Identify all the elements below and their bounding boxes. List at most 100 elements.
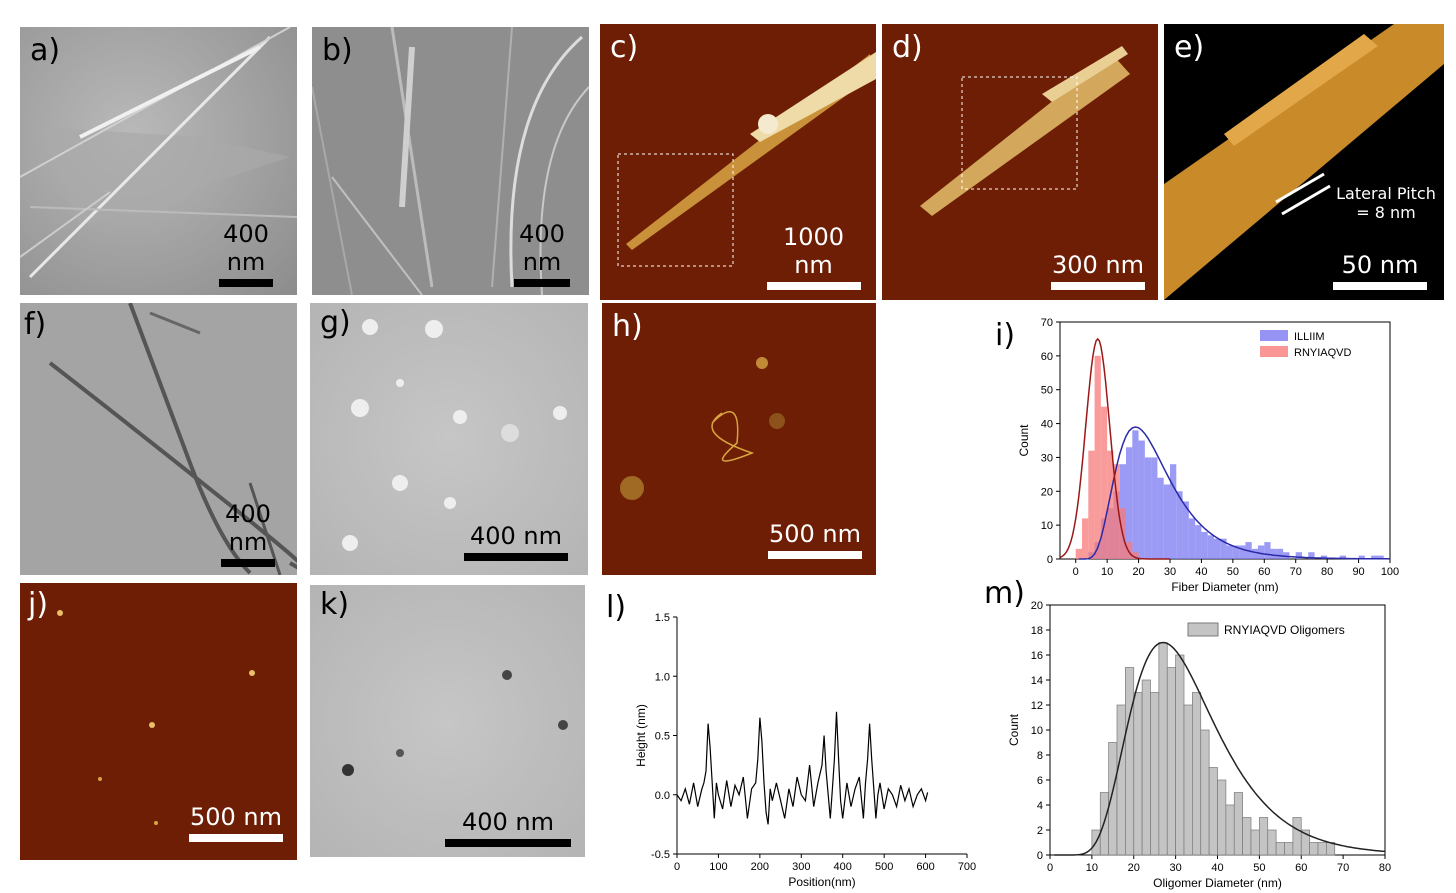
panel-f-label: f)	[24, 307, 47, 342]
panel-b-scale-bar: 400 nm	[499, 220, 585, 287]
chart-i-bar-illiim	[1126, 447, 1133, 559]
chart-m-y-tick-label: 6	[1037, 775, 1043, 787]
chart-i-y-tick-label: 60	[1041, 351, 1053, 363]
panel-d-afm-image: d) 300 nm	[882, 24, 1158, 300]
chart-i-y-tick-label: 50	[1041, 385, 1053, 397]
chart-m-bar	[1326, 842, 1336, 856]
chart-l-y-tick-label: 1.5	[655, 612, 670, 624]
chart-m-y-tick-label: 2	[1037, 825, 1043, 837]
chart-i-bar-rnyiaqvd	[1132, 552, 1139, 559]
panel-g-label: g)	[320, 305, 351, 340]
chart-i-x-tick-label: 90	[1352, 566, 1364, 578]
chart-i-y-tick-label: 0	[1047, 554, 1053, 566]
chart-l-x-tick-label: 400	[834, 861, 852, 873]
chart-i-y-tick-label: 30	[1041, 452, 1053, 464]
chart-i-bar-illiim	[1371, 555, 1378, 559]
chart-m-y-tick-label: 16	[1031, 650, 1043, 662]
chart-m-bar	[1125, 667, 1135, 856]
panel-d-label: d)	[892, 30, 923, 65]
panel-e-label: e)	[1174, 30, 1205, 65]
chart-m-y-tick-label: 18	[1031, 625, 1043, 637]
chart-m-y-tick-label: 20	[1031, 600, 1043, 612]
chart-i-legend-swatch	[1260, 346, 1288, 357]
chart-i-bar-illiim	[1295, 552, 1302, 559]
chart-i-x-tick-label: 60	[1258, 566, 1270, 578]
chart-i-bar-illiim	[1377, 555, 1384, 559]
chart-m-x-tick-label: 40	[1211, 862, 1223, 874]
chart-l-line	[676, 711, 929, 825]
panel-g-scale-text: 400 nm	[469, 522, 563, 550]
chart-m-bar	[1150, 692, 1160, 856]
chart-m-bar	[1133, 692, 1143, 856]
chart-i-x-tick-label: 20	[1132, 566, 1144, 578]
chart-m-legend-label: RNYIAQVD Oligomers	[1224, 623, 1345, 637]
panel-d-fiber	[920, 46, 1130, 216]
chart-i-x-tick-label: 50	[1227, 566, 1239, 578]
chart-i-bar-illiim	[1163, 484, 1170, 559]
chart-l-x-tick-label: 300	[792, 861, 810, 873]
chart-l-x-tick-label: 500	[875, 861, 893, 873]
panel-i-label: i)	[995, 318, 1016, 353]
chart-m-bar	[1108, 742, 1118, 856]
chart-i-bar-illiim	[1132, 430, 1139, 559]
chart-m-x-tick-label: 20	[1128, 862, 1140, 874]
chart-i-bar-rnyiaqvd	[1082, 518, 1089, 559]
panel-e-annotation-line1: Lateral Pitch	[1336, 184, 1436, 203]
chart-i-bar-illiim	[1201, 531, 1208, 559]
chart-i-bar-illiim	[1358, 555, 1365, 559]
panel-h-scale-text: 500 nm	[768, 520, 862, 548]
chart-m-bar	[1183, 704, 1193, 856]
panel-j-afm-image: j) 500 nm	[20, 583, 297, 860]
chart-l-x-axis-label: Position(nm)	[788, 875, 855, 889]
chart-m-bar	[1267, 829, 1277, 856]
panel-k-label: k)	[320, 587, 350, 622]
chart-i-bar-illiim	[1138, 440, 1145, 559]
panel-e-scale-bar: 50 nm	[1330, 251, 1430, 290]
chart-i-legend-label: ILLIIM	[1294, 331, 1325, 343]
chart-i-bar-illiim	[1157, 477, 1164, 559]
chart-i-y-axis-label: Count	[1017, 424, 1031, 457]
chart-i-x-tick-label: 80	[1321, 566, 1333, 578]
chart-i-bar-illiim	[1207, 535, 1214, 559]
chart-l-y-tick-label: 0.5	[655, 731, 670, 743]
chart-i-y-tick-label: 10	[1041, 520, 1053, 532]
chart-l-y-tick-label: 1.0	[655, 671, 670, 683]
chart-m-x-tick-label: 10	[1086, 862, 1098, 874]
panel-k-oligomers	[342, 670, 568, 776]
chart-i-bar-illiim	[1195, 525, 1202, 559]
chart-i-bar-rnyiaqvd	[1075, 548, 1082, 559]
chart-l-y-tick-label: -0.5	[651, 849, 670, 861]
chart-i-bar-rnyiaqvd	[1107, 450, 1114, 559]
chart-m-legend-swatch	[1187, 622, 1219, 637]
chart-m-bar	[1116, 704, 1126, 856]
panel-j-scale-bar: 500 nm	[189, 803, 283, 842]
chart-i-bar-illiim	[1176, 491, 1183, 559]
chart-i-bar-rnyiaqvd	[1088, 450, 1095, 559]
panel-a-tem-image: a) 400 nm	[20, 27, 297, 295]
panel-a-scale-text: 400 nm	[223, 220, 269, 276]
chart-i-bar-illiim	[1308, 552, 1315, 559]
chart-m-bar	[1217, 779, 1227, 856]
chart-m-bar	[1242, 817, 1252, 856]
chart-m-bar	[1208, 767, 1218, 856]
chart-m-x-tick-label: 0	[1047, 862, 1053, 874]
panel-e-afm-zoom: e) Lateral Pitch = 8 nm 50 nm	[1164, 24, 1444, 300]
panel-l-label: l)	[606, 590, 627, 625]
panel-j-label: j)	[28, 587, 49, 622]
chart-i-y-tick-label: 40	[1041, 419, 1053, 431]
chart-m-bar	[1292, 817, 1302, 856]
panel-f-fibers	[48, 303, 297, 575]
panel-g-scale-bar: 400 nm	[464, 522, 568, 561]
chart-i-bar-illiim	[1144, 457, 1152, 559]
chart-i-bar-illiim	[1214, 538, 1221, 559]
chart-m-x-tick-label: 80	[1379, 862, 1391, 874]
chart-m-bar	[1166, 667, 1176, 856]
panel-c-label: c)	[610, 30, 639, 65]
panel-a-fibers	[20, 27, 297, 279]
chart-i-bar-illiim	[1251, 548, 1258, 559]
chart-i-x-tick-label: 10	[1101, 566, 1113, 578]
panel-b-tem-image: b) 400 nm	[312, 27, 589, 295]
chart-m-bar	[1309, 842, 1319, 856]
panel-j-scale-text: 500 nm	[189, 803, 283, 831]
chart-m-bar	[1284, 842, 1294, 856]
